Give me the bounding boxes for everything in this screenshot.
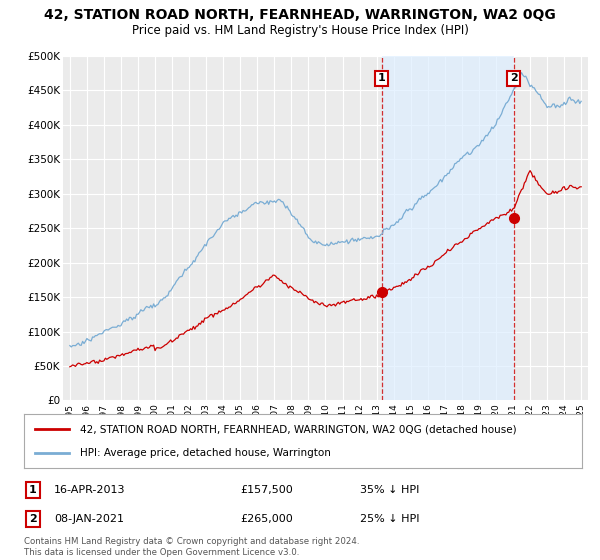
Text: 16-APR-2013: 16-APR-2013 xyxy=(54,485,125,495)
Text: 42, STATION ROAD NORTH, FEARNHEAD, WARRINGTON, WA2 0QG: 42, STATION ROAD NORTH, FEARNHEAD, WARRI… xyxy=(44,8,556,22)
Text: 2: 2 xyxy=(29,514,37,524)
Text: £157,500: £157,500 xyxy=(240,485,293,495)
Text: 25% ↓ HPI: 25% ↓ HPI xyxy=(360,514,419,524)
Text: 35% ↓ HPI: 35% ↓ HPI xyxy=(360,485,419,495)
Text: £265,000: £265,000 xyxy=(240,514,293,524)
Text: 42, STATION ROAD NORTH, FEARNHEAD, WARRINGTON, WA2 0QG (detached house): 42, STATION ROAD NORTH, FEARNHEAD, WARRI… xyxy=(80,424,517,435)
Text: 1: 1 xyxy=(378,73,385,83)
Text: 2: 2 xyxy=(509,73,517,83)
Bar xyxy=(382,56,514,400)
Text: HPI: Average price, detached house, Warrington: HPI: Average price, detached house, Warr… xyxy=(80,447,331,458)
Text: 08-JAN-2021: 08-JAN-2021 xyxy=(54,514,124,524)
Text: 1: 1 xyxy=(29,485,37,495)
Text: Price paid vs. HM Land Registry's House Price Index (HPI): Price paid vs. HM Land Registry's House … xyxy=(131,24,469,36)
Text: Contains HM Land Registry data © Crown copyright and database right 2024.
This d: Contains HM Land Registry data © Crown c… xyxy=(24,537,359,557)
